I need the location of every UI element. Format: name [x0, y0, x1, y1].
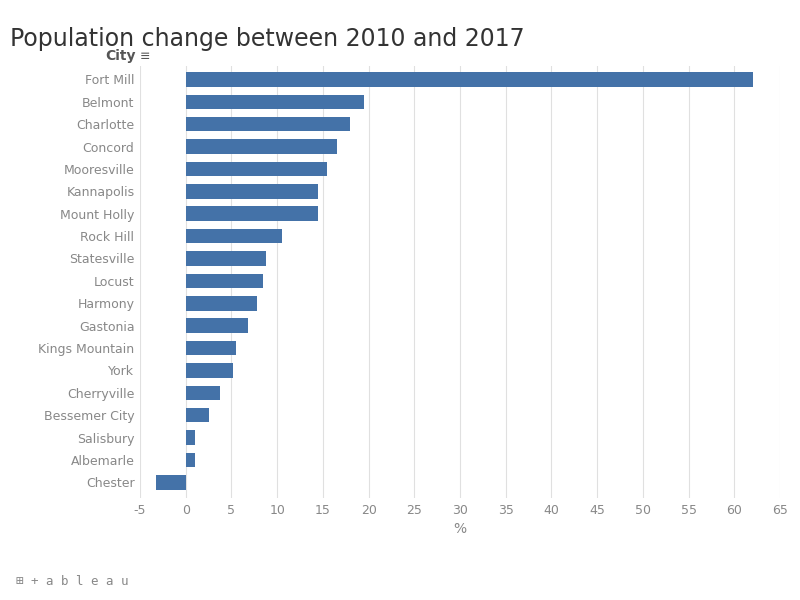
Bar	[186, 319, 248, 333]
Bar	[186, 341, 236, 355]
Bar	[186, 408, 209, 422]
Text: Population change between 2010 and 2017: Population change between 2010 and 2017	[10, 27, 525, 51]
Bar	[186, 161, 327, 176]
Text: ≡: ≡	[140, 50, 150, 63]
X-axis label: %: %	[454, 522, 466, 536]
Bar	[186, 251, 266, 266]
Bar	[186, 95, 364, 109]
Bar	[186, 386, 221, 400]
Bar	[186, 452, 195, 467]
Bar	[186, 274, 263, 288]
Bar	[186, 229, 282, 244]
Text: ⊞ + a b l e a u: ⊞ + a b l e a u	[16, 575, 129, 587]
Bar	[186, 296, 257, 311]
Bar	[186, 117, 350, 131]
Bar	[186, 139, 337, 154]
Bar	[186, 72, 753, 87]
Text: City: City	[106, 49, 136, 63]
Bar	[186, 430, 195, 445]
Bar	[186, 363, 234, 377]
Bar	[186, 206, 318, 221]
Bar	[157, 475, 186, 490]
Bar	[186, 184, 318, 199]
